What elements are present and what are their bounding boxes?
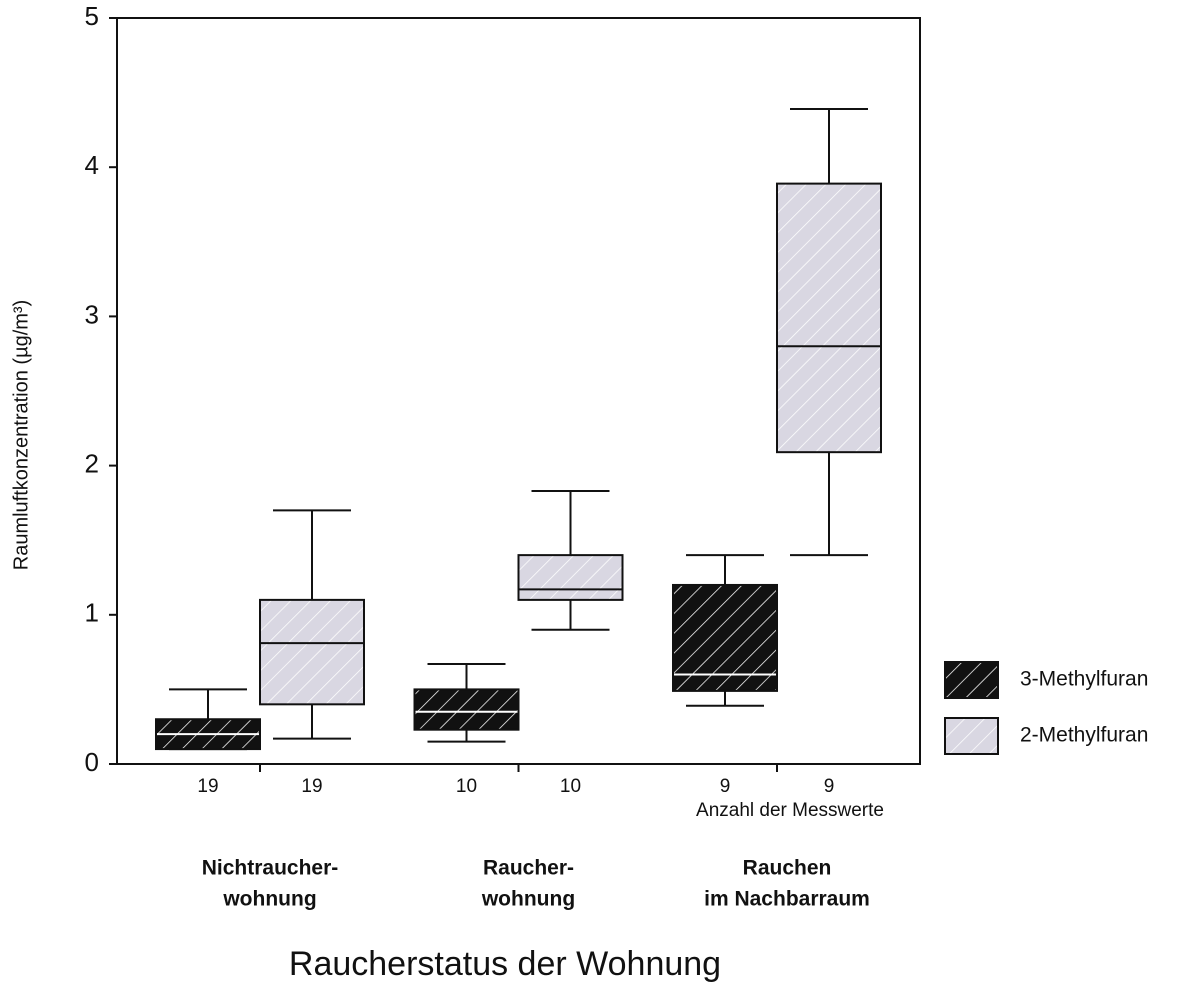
category-label: wohnung bbox=[481, 888, 575, 911]
count: 9 bbox=[824, 776, 835, 797]
legend-swatch bbox=[944, 661, 999, 699]
y-tick-label: 5 bbox=[85, 1, 99, 31]
legend-label: 2-Methylfuran bbox=[1020, 724, 1148, 747]
count-label: Anzahl der Messwerte bbox=[696, 800, 884, 821]
category-label: im Nachbarraum bbox=[704, 888, 870, 911]
box bbox=[776, 182, 882, 454]
box bbox=[259, 598, 365, 706]
legend-label: 3-Methylfuran bbox=[1020, 668, 1148, 691]
y-tick-label: 3 bbox=[85, 299, 99, 329]
category-label: wohnung bbox=[222, 888, 316, 911]
y-tick-label: 1 bbox=[85, 598, 99, 628]
y-tick-label: 4 bbox=[85, 150, 99, 180]
box bbox=[672, 583, 778, 692]
count: 9 bbox=[720, 776, 731, 797]
count: 10 bbox=[560, 776, 581, 797]
category-label: Rauchen bbox=[743, 857, 832, 880]
count: 19 bbox=[301, 776, 322, 797]
x-axis-title: Raucherstatus der Wohnung bbox=[289, 945, 721, 983]
legend-swatch bbox=[944, 717, 999, 755]
category-label: Raucher- bbox=[483, 857, 574, 880]
category-label: Nichtraucher- bbox=[202, 857, 339, 880]
count: 10 bbox=[456, 776, 477, 797]
box bbox=[517, 554, 624, 601]
box bbox=[413, 688, 520, 731]
count: 19 bbox=[197, 776, 218, 797]
y-axis-title: Raumluftkonzentration (µg/m³) bbox=[10, 300, 32, 571]
y-tick-label: 2 bbox=[85, 448, 99, 478]
y-tick-label: 0 bbox=[85, 747, 99, 777]
